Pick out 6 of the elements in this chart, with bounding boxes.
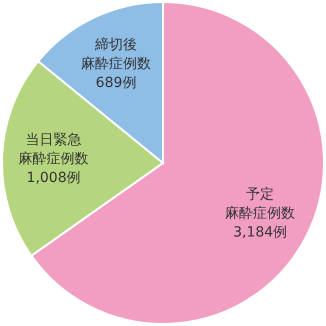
data-label: 1,008例 <box>26 170 81 186</box>
data-label: 3,184例 <box>233 224 288 240</box>
slice-label: 締切後麻酔症例数 <box>81 37 152 72</box>
slice-label: 予定麻酔症例数 <box>225 186 296 222</box>
data-label: 689例 <box>96 75 136 92</box>
slice-label: 当日緊急麻酔症例数 <box>18 132 89 168</box>
